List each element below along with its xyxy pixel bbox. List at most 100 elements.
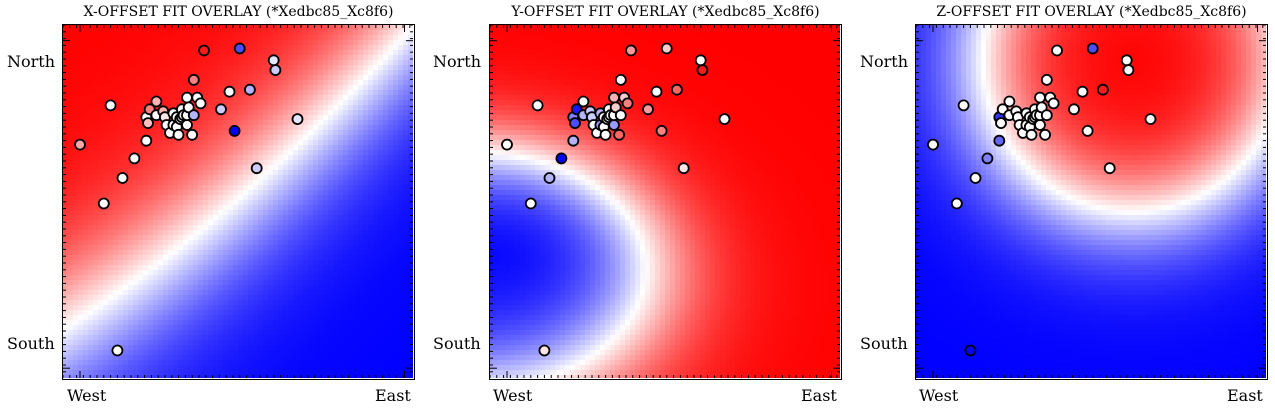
panel-1-tick-marks bbox=[63, 25, 413, 378]
panel-2-point-2 bbox=[524, 197, 537, 210]
panel-1-point-18 bbox=[172, 128, 185, 141]
panel-3-point-1 bbox=[957, 99, 970, 112]
panel-2-point-40 bbox=[696, 64, 709, 76]
panel-1-ytick-north: North bbox=[7, 52, 56, 71]
panel-2-ytick-south: South bbox=[433, 334, 481, 353]
panel-2-point-25 bbox=[608, 91, 620, 104]
panel-1-title: X-OFFSET FIT OVERLAY (*Xedbc85_Xc8f6) bbox=[83, 4, 394, 20]
panel-1-point-36 bbox=[233, 42, 246, 55]
panel-3-point-37 bbox=[1096, 83, 1109, 96]
panel-2-svg bbox=[490, 25, 840, 378]
panel-3-point-18 bbox=[1025, 128, 1038, 141]
panel-2-point-41 bbox=[718, 113, 731, 125]
panel-1-point-38 bbox=[250, 162, 263, 175]
panel-3-xtick-west: West bbox=[919, 386, 959, 405]
panel-2-point-34 bbox=[650, 85, 663, 98]
panel-2-point-23 bbox=[608, 119, 620, 131]
panel-2-tick-marks bbox=[490, 25, 840, 378]
panel-2-point-36 bbox=[660, 42, 673, 55]
panel-1-point-8 bbox=[150, 95, 163, 108]
panel-1-point-41 bbox=[291, 113, 304, 125]
panel-2-point-6 bbox=[569, 117, 581, 129]
panel-1-plot bbox=[62, 24, 415, 380]
panel-2-point-33 bbox=[642, 103, 654, 116]
panel-3-point-27 bbox=[1039, 128, 1052, 141]
panel-3-point-36 bbox=[1086, 42, 1099, 55]
panel-1-point-37 bbox=[243, 83, 256, 96]
panel-3-point-29 bbox=[1040, 74, 1053, 86]
panel-1-point-42 bbox=[116, 172, 129, 184]
panel-1-point-6 bbox=[142, 117, 154, 129]
panel-3-heatmap bbox=[916, 25, 1266, 378]
panel-2-ytick-north: North bbox=[433, 52, 482, 71]
panel-2-point-3 bbox=[555, 152, 568, 165]
panel-2-point-38 bbox=[677, 162, 690, 175]
panel-3-point-3 bbox=[981, 152, 994, 165]
panel-3-point-35 bbox=[1081, 125, 1094, 137]
panel-2-point-1 bbox=[531, 99, 544, 112]
panel-1-point-32 bbox=[198, 44, 210, 57]
panel-1-point-3 bbox=[128, 152, 141, 165]
panel-3-title: Z-OFFSET FIT OVERLAY (*Xedbc85_Xc8f6) bbox=[936, 4, 1247, 20]
panel-3-ytick-north: North bbox=[860, 52, 909, 71]
panel-3-point-40 bbox=[1122, 64, 1135, 76]
panel-3-tick-marks bbox=[916, 25, 1266, 378]
panel-1-point-5 bbox=[140, 134, 153, 147]
panel-2-point-0 bbox=[501, 138, 513, 151]
panel-1-heatmap bbox=[63, 25, 413, 378]
panel-2-point-42 bbox=[543, 172, 556, 184]
panel-2-point-39 bbox=[694, 54, 707, 67]
panel-2-xtick-west: West bbox=[493, 386, 533, 405]
panel-2-point-35 bbox=[655, 125, 668, 137]
panel-3-point-5 bbox=[993, 134, 1006, 147]
panel-3-point-38 bbox=[1103, 162, 1116, 175]
panel-2-point-28 bbox=[614, 109, 627, 122]
panel-2-point-29 bbox=[614, 74, 627, 86]
panel-2-point-32 bbox=[625, 44, 637, 57]
panel-2-xtick-east: East bbox=[801, 386, 837, 405]
panel-1-xtick-west: West bbox=[67, 386, 107, 405]
panel-3-point-6 bbox=[995, 117, 1007, 129]
panel-1-point-23 bbox=[181, 119, 193, 131]
panel-3-ytick-south: South bbox=[860, 334, 908, 353]
panel-1-point-35 bbox=[228, 125, 241, 137]
panel-3-point-0 bbox=[927, 138, 939, 151]
panel-1-point-28 bbox=[187, 109, 200, 122]
panel-3-xtick-east: East bbox=[1227, 386, 1263, 405]
panel-1-point-34 bbox=[223, 85, 236, 98]
panel-1-point-25 bbox=[181, 91, 193, 104]
panel-1-point-40 bbox=[269, 64, 282, 76]
panel-3-svg bbox=[916, 25, 1266, 378]
panel-2-point-8 bbox=[577, 95, 590, 108]
panel-3-point-42 bbox=[969, 172, 982, 184]
panel-3-point-43 bbox=[964, 344, 977, 357]
panel-3-plot bbox=[915, 24, 1268, 380]
panel-1-point-31 bbox=[194, 97, 207, 110]
panel-1-svg bbox=[63, 25, 413, 378]
panel-1-point-33 bbox=[215, 103, 227, 116]
panel-3-point-25 bbox=[1034, 91, 1046, 104]
panel-2-point-5 bbox=[567, 134, 580, 147]
panel-3-point-31 bbox=[1047, 97, 1060, 110]
panel-1-ytick-south: South bbox=[7, 334, 55, 353]
panel-2-point-37 bbox=[670, 83, 683, 96]
panel-2-point-43 bbox=[538, 344, 551, 357]
panel-1-point-39 bbox=[267, 54, 280, 67]
panel-2-heatmap bbox=[490, 25, 840, 378]
panel-1-point-43 bbox=[111, 344, 124, 357]
panel-2-title: Y-OFFSET FIT OVERLAY (*Xedbc85_Xc8f6) bbox=[511, 4, 820, 20]
panel-3-point-34 bbox=[1076, 85, 1089, 98]
panel-1-point-2 bbox=[97, 197, 110, 210]
panel-2-point-31 bbox=[621, 97, 634, 110]
panel-3-point-28 bbox=[1040, 109, 1053, 122]
panel-1-point-29 bbox=[187, 74, 200, 86]
panel-3-point-23 bbox=[1034, 119, 1046, 131]
panel-3-point-32 bbox=[1051, 44, 1063, 57]
panel-3-point-2 bbox=[950, 197, 963, 210]
panel-1-point-27 bbox=[186, 128, 199, 141]
panel-3-point-41 bbox=[1144, 113, 1157, 125]
panel-1-point-1 bbox=[104, 99, 117, 112]
panel-1-xtick-east: East bbox=[375, 386, 411, 405]
panel-1-point-0 bbox=[74, 138, 86, 151]
panel-2-plot bbox=[489, 24, 842, 380]
